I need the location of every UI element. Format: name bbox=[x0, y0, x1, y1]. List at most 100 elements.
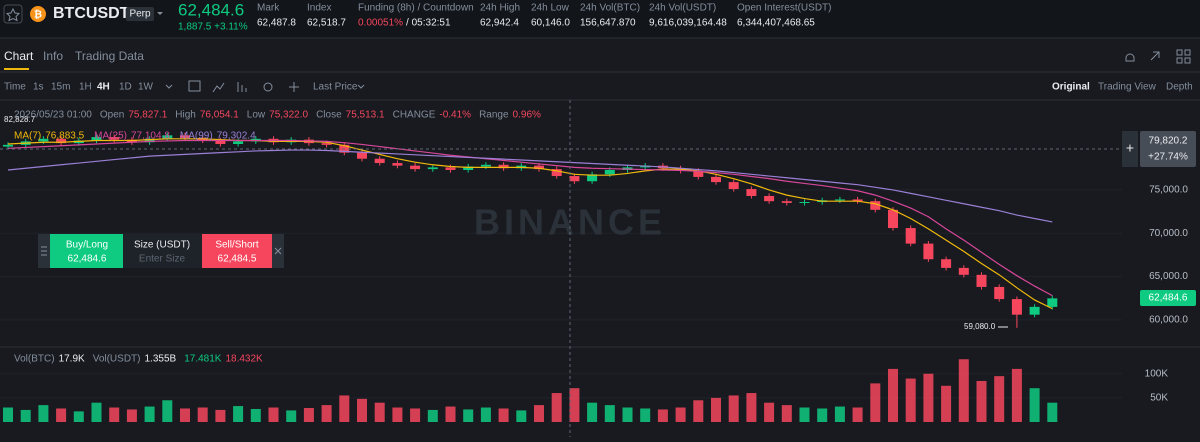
price-type-dropdown[interactable] bbox=[357, 84, 365, 89]
buy-button[interactable] bbox=[50, 234, 123, 268]
volume-bar bbox=[20, 409, 31, 422]
interval[interactable]: 15m bbox=[51, 82, 70, 93]
volume-bar bbox=[534, 405, 544, 422]
volume-bar bbox=[427, 409, 438, 422]
candle-body bbox=[410, 165, 421, 170]
legend-label: Open bbox=[100, 110, 124, 121]
volume-bar bbox=[675, 407, 686, 422]
coin-icon bbox=[30, 6, 46, 22]
volume-bar bbox=[764, 402, 775, 422]
y-tick-label: 70,000.0 bbox=[1149, 228, 1188, 239]
alert-icon[interactable] bbox=[1125, 53, 1135, 62]
layout-icon[interactable] bbox=[1176, 49, 1183, 56]
y-tick-label: 65,000.0 bbox=[1149, 271, 1188, 282]
candle-body bbox=[3, 144, 13, 147]
legend-ma-value: 76,883.5 bbox=[45, 131, 84, 142]
candle-body bbox=[144, 138, 155, 143]
volume-bar bbox=[1011, 368, 1022, 422]
star-icon bbox=[5, 7, 21, 22]
tab[interactable]: Info bbox=[43, 49, 63, 63]
volume-legend: 17.481K bbox=[184, 354, 222, 365]
volume-bar bbox=[852, 407, 863, 422]
volume-bar bbox=[622, 407, 633, 422]
toolbar-icon[interactable] bbox=[188, 80, 201, 92]
candle-body bbox=[233, 141, 244, 144]
volume-bar bbox=[587, 402, 598, 422]
candle-body bbox=[392, 163, 403, 166]
toolbar-icon[interactable] bbox=[263, 82, 273, 92]
candle-body bbox=[587, 174, 598, 182]
candle-body bbox=[357, 152, 367, 159]
volume-bar bbox=[303, 408, 314, 422]
volume-bar bbox=[640, 408, 651, 422]
legend-ma-name: MA(25) bbox=[94, 131, 127, 142]
view-option[interactable]: Depth bbox=[1166, 82, 1193, 93]
volume-bar bbox=[569, 388, 580, 422]
coin-symbol: ₿ bbox=[34, 9, 42, 21]
candle-body bbox=[109, 137, 120, 140]
volume-bar bbox=[994, 376, 1005, 422]
sell-button[interactable] bbox=[202, 234, 272, 268]
candle-body bbox=[728, 182, 739, 190]
candle-body bbox=[746, 189, 757, 196]
stat-value: 62,518.7 bbox=[307, 18, 346, 29]
layout-icon[interactable] bbox=[1176, 57, 1183, 64]
close-panel[interactable] bbox=[274, 247, 282, 255]
interval[interactable]: 1D bbox=[119, 82, 132, 93]
expand-icon[interactable] bbox=[1150, 51, 1160, 61]
volume-bar bbox=[870, 383, 881, 422]
volume-bar bbox=[781, 405, 792, 422]
layout-icon[interactable] bbox=[1184, 57, 1191, 64]
candle-body bbox=[834, 199, 845, 201]
volume-bar bbox=[126, 409, 137, 422]
volume-legend: 1.355B bbox=[145, 354, 177, 365]
toolbar-icon[interactable] bbox=[289, 82, 299, 92]
interval[interactable]: 4H bbox=[97, 82, 110, 93]
candle-body bbox=[781, 201, 792, 203]
legend-value: 75,827.1 bbox=[128, 110, 167, 121]
candle-body bbox=[91, 137, 102, 141]
size-placeholder: Enter Size bbox=[139, 254, 186, 265]
volume-bar bbox=[498, 408, 509, 422]
y-tick-label: 75,000.0 bbox=[1149, 185, 1188, 196]
size-input[interactable] bbox=[123, 234, 202, 268]
layout-icon[interactable] bbox=[1184, 49, 1191, 56]
candle-body bbox=[923, 243, 934, 260]
volume-bar bbox=[923, 373, 934, 422]
cursor-change: +27.74% bbox=[1148, 152, 1188, 163]
tab[interactable]: Chart bbox=[4, 49, 34, 63]
toolbar-icon[interactable] bbox=[212, 82, 225, 93]
interval[interactable]: 1H bbox=[79, 82, 92, 93]
legend-value: 75,513.1 bbox=[346, 110, 385, 121]
toolbar-icon[interactable] bbox=[237, 82, 247, 92]
dropdown-icon[interactable] bbox=[157, 12, 163, 15]
candle-body bbox=[764, 195, 775, 202]
volume-bar bbox=[56, 408, 67, 422]
view-option[interactable]: Trading View bbox=[1098, 82, 1157, 93]
price-type[interactable]: Last Price bbox=[313, 82, 358, 93]
high-label: 82,828.7 bbox=[4, 115, 36, 124]
legend-ma-name: MA(99) bbox=[180, 131, 213, 142]
drag-handle[interactable] bbox=[41, 246, 47, 256]
symbol[interactable]: BTCUSDT bbox=[53, 5, 130, 22]
stat-value: 156,647.870 bbox=[580, 18, 636, 29]
volume-bar bbox=[1047, 402, 1058, 422]
add-button[interactable] bbox=[1122, 131, 1138, 167]
interval[interactable]: 1s bbox=[33, 82, 44, 93]
favorite-button[interactable] bbox=[3, 4, 23, 24]
more-intervals[interactable] bbox=[165, 84, 173, 89]
volume-bar bbox=[109, 407, 120, 422]
interval[interactable]: 1W bbox=[138, 82, 154, 93]
stat-value: 62,487.8 bbox=[257, 18, 296, 29]
volume-bar bbox=[250, 408, 261, 422]
y-tick-label: 50K bbox=[1150, 393, 1168, 404]
candle-body bbox=[215, 140, 226, 144]
view-option[interactable]: Original bbox=[1052, 82, 1090, 93]
tab[interactable]: Trading Data bbox=[75, 49, 144, 63]
interval[interactable]: Time bbox=[4, 82, 26, 93]
candle-body bbox=[180, 135, 190, 138]
volume-bar bbox=[905, 378, 916, 422]
candle-body bbox=[1029, 306, 1040, 315]
